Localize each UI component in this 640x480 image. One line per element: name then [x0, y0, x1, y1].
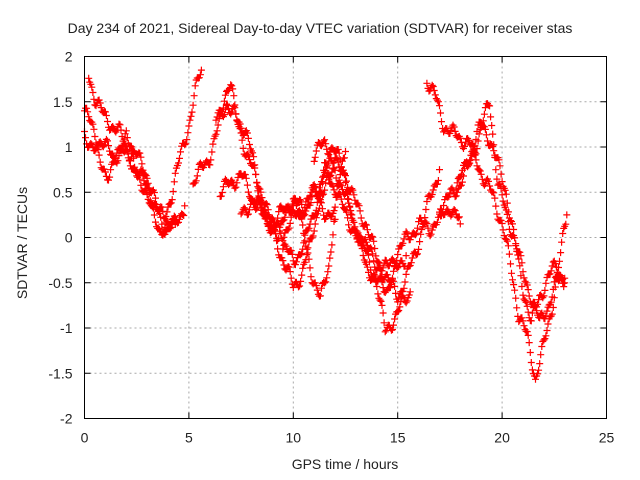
- x-axis-label: GPS time / hours: [291, 456, 399, 472]
- y-tick-label: 0: [65, 230, 73, 246]
- x-tick-label: 5: [185, 430, 193, 446]
- series-track-j: [352, 205, 464, 275]
- x-tick-labels: 0 5 10 15 20 25: [81, 430, 615, 446]
- series-track-m: [452, 118, 569, 325]
- y-tick-label: 0.5: [53, 184, 73, 200]
- x-tick-label: 20: [494, 430, 510, 446]
- y-tick-label: -0.5: [48, 275, 72, 291]
- x-tick-label: 0: [81, 430, 89, 446]
- plot-frame: [84, 56, 607, 419]
- y-tick-label: -1: [60, 320, 73, 336]
- data-marks: [81, 66, 571, 383]
- y-tick-label: 1: [65, 139, 73, 155]
- y-tick-labels: 2 1.5 1 0.5 0 -0.5 -1 -1.5 -2: [48, 49, 72, 427]
- y-tick-label: -2: [60, 411, 73, 427]
- data-point-marks: [452, 118, 569, 325]
- x-tick-label: 25: [599, 430, 615, 446]
- y-axis-label: SDTVAR / TECUs: [14, 186, 30, 300]
- data-point-marks: [423, 79, 571, 383]
- series-track-i: [310, 136, 443, 306]
- y-tick-label: 1.5: [53, 94, 73, 110]
- data-point-marks: [189, 100, 356, 291]
- series-track-k: [423, 79, 571, 383]
- x-tick-label: 15: [390, 430, 406, 446]
- x-tick-label: 10: [286, 430, 302, 446]
- series-track-g: [237, 164, 414, 336]
- y-tick-label: -1.5: [48, 365, 72, 381]
- data-point-marks: [81, 66, 205, 223]
- data-point-marks: [310, 136, 443, 306]
- series-track-e: [212, 81, 349, 300]
- chart-title: Day 234 of 2021, Sidereal Day-to-day VTE…: [67, 20, 573, 36]
- data-point-marks: [352, 205, 464, 275]
- data-point-marks: [237, 164, 414, 336]
- data-point-marks: [212, 81, 349, 300]
- data-point-marks: [85, 74, 189, 238]
- y-tick-label: 2: [65, 49, 73, 65]
- series-track-d: [189, 100, 356, 291]
- series-track-b: [85, 74, 189, 238]
- series-track-a: [81, 66, 205, 223]
